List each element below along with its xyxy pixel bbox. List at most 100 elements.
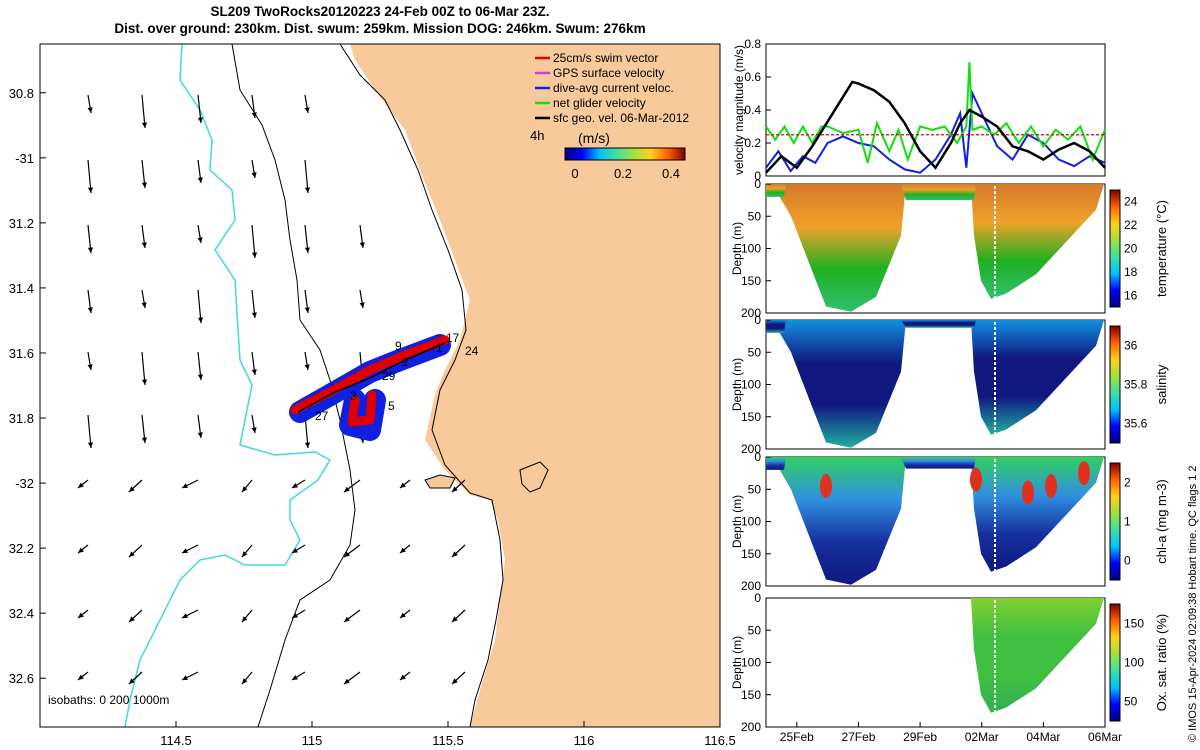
arrow-head — [197, 117, 203, 123]
arrow-head — [242, 678, 248, 684]
section-fill — [766, 320, 786, 333]
colorbar-tick: 0 — [1124, 554, 1131, 568]
arrow-head — [78, 612, 84, 618]
arrow-head — [292, 547, 298, 553]
colorbar-tick: 36 — [1124, 339, 1138, 353]
arrow-head — [452, 486, 458, 492]
heatmap-panel: 0 50 100 150 200 Depth (m) 50 100 150 Ox. sat. ra… — [730, 591, 1169, 734]
y-tick-label: -31 — [15, 151, 34, 166]
arrow-head — [452, 678, 458, 684]
track-day-labels: 24 171 92 29 3 5 27 — [315, 331, 479, 423]
arrow-head — [87, 307, 93, 313]
arrow-head — [141, 242, 147, 248]
track-day-label: 1 — [436, 341, 443, 355]
y-tick-label: 0 — [754, 591, 761, 605]
arrow-head — [197, 432, 203, 438]
y-tick-label: 31.2 — [9, 216, 34, 231]
track-line — [297, 342, 446, 413]
arrow-head — [78, 482, 84, 488]
y-tick-label: 100 — [741, 656, 761, 670]
arrow-head — [400, 612, 406, 618]
x-tick-label: 114.5 — [160, 733, 192, 748]
y-axis-label: Depth (m) — [730, 358, 744, 411]
track-day-label: 3 — [350, 389, 357, 403]
colorbar-label: Ox. sat. ratio (%) — [1154, 614, 1169, 712]
arrow-head — [344, 486, 350, 492]
arrow-head — [129, 486, 135, 492]
y-tick-label: 31.6 — [9, 346, 34, 361]
arrow-head — [304, 307, 310, 313]
y-tick-label: 100 — [741, 242, 761, 256]
y-axis-label: Depth (m) — [730, 636, 744, 689]
arrow-head — [251, 369, 257, 375]
arrow-head — [344, 551, 350, 557]
arrow-head — [242, 486, 248, 492]
colorbar-tick: 18 — [1124, 265, 1138, 279]
y-tick-label: 32.6 — [9, 671, 34, 686]
colorbar-tick: 22 — [1124, 218, 1138, 232]
y-tick-label: 50 — [748, 482, 762, 496]
legend-entry: GPS surface velocity — [553, 66, 664, 80]
y-tick-label: 150 — [741, 274, 761, 288]
velocity-arrow — [141, 351, 146, 386]
colorbar-tick: 100 — [1124, 656, 1144, 670]
arrow-head — [87, 442, 94, 448]
y-axis-label: velocity magnitude (m/s) — [732, 45, 746, 175]
y-tick-label: 31.8 — [9, 411, 34, 426]
section-fill — [776, 457, 906, 585]
y-axis-label: Depth (m) — [730, 495, 744, 548]
section-fill — [971, 320, 1104, 435]
arrow-head — [242, 616, 248, 622]
y-tick-label: 30.8 — [9, 86, 34, 101]
time-axis-ticks: 25Feb 27Feb 29Feb 02Mar 04Mar 06Mar — [780, 722, 1122, 744]
arrow-head — [292, 612, 298, 618]
time-tick-label: 25Feb — [780, 730, 814, 744]
track-day-label: 24 — [465, 344, 479, 358]
arrow-head — [359, 242, 365, 248]
chl-hotspot — [820, 474, 832, 499]
arrow-head — [400, 674, 406, 680]
velocity-arrow — [304, 159, 309, 194]
velocity-arrow — [197, 289, 202, 324]
arrow-head — [197, 177, 203, 183]
y-tick-label: 0 — [754, 169, 761, 183]
isobath-200-line — [231, 43, 356, 728]
y-axis-label: Depth (m) — [730, 222, 744, 275]
arrow-head — [359, 302, 365, 308]
x-tick-label: 116 — [574, 733, 595, 748]
arrow-head — [182, 483, 188, 488]
heatmap-panel: 0 50 100 150 200 Depth (m) 35.6 35.8 36 salinity — [730, 313, 1169, 456]
heatmap-panel: 0 50 100 150 200 Depth (m) 16 18 20 22 24 temperatu… — [730, 177, 1169, 320]
colorbar-tick: 24 — [1124, 195, 1138, 209]
glider-track — [289, 334, 451, 441]
arrow-head — [129, 616, 135, 622]
arrow-head — [197, 237, 203, 243]
track-day-label: 2 — [402, 355, 409, 369]
arrow-head — [251, 427, 257, 433]
colorbar-tick: 35.8 — [1124, 378, 1148, 392]
arrow-head — [129, 678, 135, 684]
arrow-head — [78, 547, 84, 553]
colorbar-tick: 16 — [1124, 288, 1138, 302]
arrow-head — [304, 247, 310, 253]
colorbar-label: (m/s) — [578, 130, 610, 146]
y-tick-label: 31.4 — [9, 281, 34, 296]
section-fill — [766, 457, 786, 470]
y-tick-label: 50 — [748, 209, 762, 223]
arrow-head — [251, 312, 257, 318]
y-tick-label: 100 — [741, 515, 761, 529]
legend-entry: sfc geo. vel. 06-Mar-2012 — [553, 111, 689, 125]
swim-vector-swath — [290, 335, 450, 427]
y-tick-label: 200 — [741, 579, 761, 593]
y-tick-label: 0.2 — [744, 136, 761, 150]
x-tick-label: 115 — [302, 733, 323, 748]
y-tick-label: 200 — [741, 442, 761, 456]
arrow-head — [141, 379, 148, 385]
x-tick-label: 115.5 — [432, 733, 464, 748]
colorbar-gradient — [1109, 462, 1121, 581]
arrow-head — [251, 252, 258, 258]
x-tick-label: 116.5 — [704, 733, 736, 748]
isobath-1000-line — [124, 43, 332, 728]
chl-hotspot — [1078, 461, 1090, 486]
colorbar-tick: 0.2 — [614, 166, 632, 181]
